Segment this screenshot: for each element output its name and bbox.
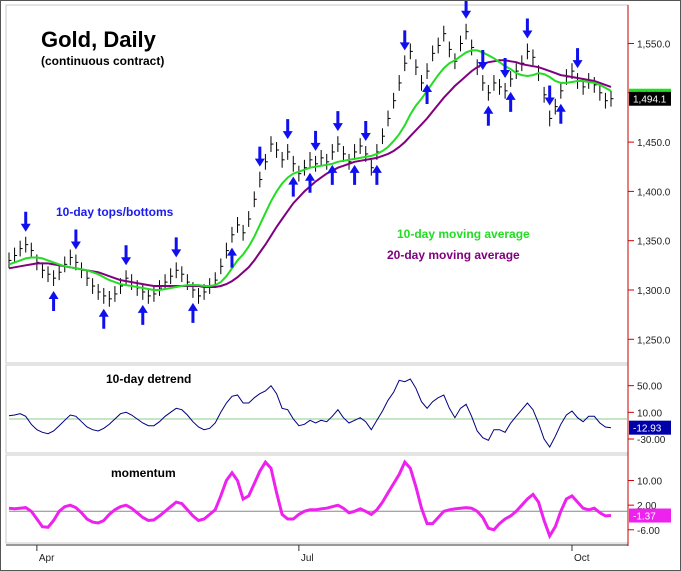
x-axis: Apr Jul Oct	[36, 545, 590, 564]
price-tick-label: 1,300.0	[637, 286, 671, 297]
detrend-last-value: -12.93	[633, 424, 662, 435]
price-last-value: 1,494.1	[633, 95, 667, 106]
bottom-arrow-icon	[371, 164, 382, 185]
momentum-panel: 10.00 2.00 -6.00 -1.37	[8, 459, 671, 540]
bottom-arrow-icon	[137, 304, 148, 325]
price-panel: 1,550.01,500.01,450.01,400.01,350.01,300…	[8, 1, 671, 346]
top-arrow-icon	[544, 85, 555, 106]
price-tick-label: 1,550.0	[637, 40, 671, 51]
detrend-tick-label: 10.00	[637, 408, 662, 419]
x-tick-label: Apr	[39, 553, 55, 564]
top-arrow-icon	[254, 146, 265, 167]
x-tick-label: Oct	[574, 553, 590, 564]
detrend-series-line	[8, 378, 612, 448]
bottom-arrow-icon	[305, 172, 315, 193]
top-arrow-icon	[572, 48, 583, 69]
top-arrow-icon	[171, 237, 182, 258]
momentum-tick-label: 2.00	[637, 501, 657, 512]
top-arrow-icon	[121, 245, 132, 266]
detrend-panel-border	[5, 364, 629, 454]
ma10-label: 10-day moving average	[397, 227, 530, 241]
momentum-tick-label: -6.00	[637, 526, 660, 537]
ma10-series-line	[8, 49, 612, 291]
price-tick-label: 1,450.0	[637, 138, 671, 149]
momentum-tick-label: 10.00	[637, 477, 662, 488]
bottom-arrow-icon	[288, 176, 299, 197]
chart-title: Gold, Daily	[41, 27, 157, 52]
price-tick-label: 1,250.0	[637, 335, 671, 346]
price-tick-label: 1,400.0	[637, 187, 671, 198]
top-arrow-icon	[500, 57, 511, 78]
bottom-arrow-icon	[98, 308, 109, 329]
detrend-label: 10-day detrend	[106, 372, 191, 386]
top-arrow-icon	[70, 229, 81, 250]
top-arrow-icon	[360, 121, 371, 142]
bottom-arrow-icon	[226, 247, 237, 268]
bottom-arrow-icon	[555, 103, 566, 124]
ma20-label: 20-day moving average	[387, 248, 520, 262]
top-arrow-icon	[332, 111, 343, 132]
detrend-tick-label: -30.00	[637, 435, 666, 446]
detrend-panel: 50.00 10.00 -30.00-12.93	[8, 378, 671, 448]
bottom-arrow-icon	[422, 84, 433, 104]
momentum-label: momentum	[111, 466, 176, 480]
bottom-arrow-icon	[505, 91, 516, 112]
momentum-series-line	[8, 459, 612, 540]
top-arrow-icon	[477, 50, 488, 71]
top-arrow-icon	[310, 130, 321, 151]
detrend-last-value-box	[629, 420, 671, 435]
bottom-arrow-icon	[187, 302, 198, 323]
x-tick-label: Jul	[301, 553, 314, 564]
momentum-last-value-box	[629, 508, 671, 523]
price-last-value-box	[629, 91, 671, 106]
top-arrow-icon	[522, 18, 533, 39]
top-arrow-icon	[282, 119, 293, 140]
bottom-arrow-icon	[48, 291, 59, 312]
chart-subtitle: (continuous contract)	[41, 54, 164, 68]
detrend-tick-label: 50.00	[637, 382, 662, 393]
top-arrow-icon	[399, 30, 410, 51]
ma10-last-marker	[629, 88, 671, 92]
tops-bottoms-label: 10-day tops/bottoms	[56, 205, 174, 219]
bottom-arrow-icon	[349, 164, 360, 185]
momentum-last-value: -1.37	[633, 512, 656, 523]
bottom-arrow-icon	[483, 105, 494, 126]
price-tick-label: 1,350.0	[637, 237, 671, 248]
top-arrow-icon	[461, 1, 472, 19]
top-arrow-icon	[20, 211, 31, 232]
bottom-arrow-icon	[327, 164, 338, 185]
